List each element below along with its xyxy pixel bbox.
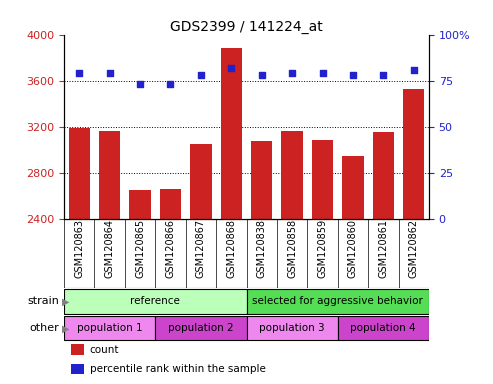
Text: other: other [30, 323, 59, 333]
Bar [71, 344, 84, 355]
Point [75, 70, 83, 76]
Bar [246, 316, 338, 340]
Text: selected for aggressive behavior: selected for aggressive behavior [252, 296, 423, 306]
Text: GSM120863: GSM120863 [74, 219, 84, 278]
Text: GSM120866: GSM120866 [166, 219, 176, 278]
Bar [130, 190, 151, 384]
Text: GSM120860: GSM120860 [348, 219, 358, 278]
Point [410, 66, 418, 73]
Bar [69, 128, 90, 384]
Text: GSM120867: GSM120867 [196, 219, 206, 278]
Bar [403, 89, 424, 384]
Text: population 2: population 2 [168, 323, 234, 333]
Bar [64, 316, 155, 340]
Text: ▶: ▶ [62, 323, 69, 333]
Bar [190, 144, 211, 384]
Bar [373, 132, 394, 384]
Point [136, 81, 144, 88]
Text: GSM120861: GSM120861 [378, 219, 388, 278]
Text: population 3: population 3 [259, 323, 325, 333]
Text: GSM120865: GSM120865 [135, 219, 145, 278]
Text: population 4: population 4 [351, 323, 416, 333]
Point [258, 72, 266, 78]
Bar [246, 290, 429, 313]
Text: ▶: ▶ [62, 296, 69, 306]
Bar [312, 140, 333, 384]
Point [227, 65, 235, 71]
Text: strain: strain [27, 296, 59, 306]
Text: count: count [90, 345, 119, 355]
Point [318, 70, 326, 76]
Point [288, 70, 296, 76]
Point [167, 81, 175, 88]
Text: GSM120864: GSM120864 [105, 219, 115, 278]
Bar [221, 48, 242, 384]
Title: GDS2399 / 141224_at: GDS2399 / 141224_at [170, 20, 323, 33]
Point [197, 72, 205, 78]
Point [106, 70, 113, 76]
Text: GSM120862: GSM120862 [409, 219, 419, 278]
Text: GSM120859: GSM120859 [317, 219, 327, 278]
Bar [99, 131, 120, 384]
Text: GSM120868: GSM120868 [226, 219, 236, 278]
Bar [342, 156, 363, 384]
Text: population 1: population 1 [77, 323, 142, 333]
Text: GSM120838: GSM120838 [257, 219, 267, 278]
Text: reference: reference [130, 296, 180, 306]
Bar [338, 316, 429, 340]
Text: percentile rank within the sample: percentile rank within the sample [90, 364, 266, 374]
Point [380, 72, 387, 78]
Bar [160, 189, 181, 384]
Bar [71, 364, 84, 374]
Text: GSM120858: GSM120858 [287, 219, 297, 278]
Bar [64, 290, 246, 313]
Bar [282, 131, 303, 384]
Bar [251, 141, 272, 384]
Bar [155, 316, 246, 340]
Point [349, 72, 357, 78]
